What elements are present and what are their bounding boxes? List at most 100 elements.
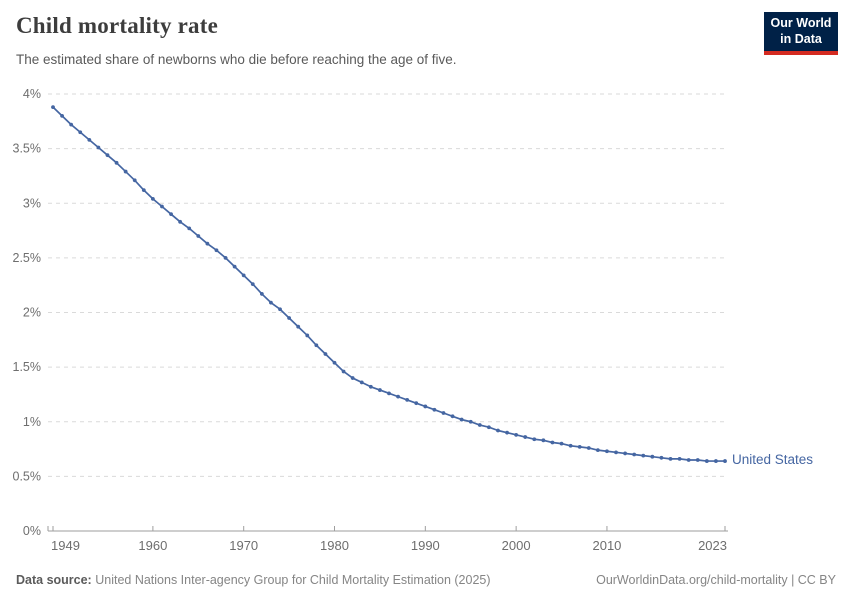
data-source-text: United Nations Inter-agency Group for Ch… (95, 573, 491, 587)
data-point[interactable] (532, 437, 537, 442)
data-point[interactable] (550, 440, 555, 445)
data-point[interactable] (477, 423, 482, 427)
x-tick-label: 2000 (502, 538, 531, 553)
data-point[interactable] (187, 226, 192, 231)
data-point[interactable] (704, 459, 709, 463)
data-point[interactable] (223, 255, 228, 260)
data-point[interactable] (96, 145, 101, 150)
data-point[interactable] (586, 446, 591, 450)
data-point[interactable] (51, 105, 55, 110)
data-point[interactable] (250, 282, 255, 286)
data-point[interactable] (514, 432, 519, 437)
series-label-united-states[interactable]: United States (732, 452, 814, 468)
footer-citation-link[interactable]: OurWorldinData.org/child-mortality | CC … (596, 573, 836, 587)
data-point[interactable] (577, 444, 582, 449)
data-point[interactable] (368, 384, 373, 389)
x-tick-label: 2023 (698, 538, 727, 553)
series-line[interactable] (52, 106, 725, 462)
data-point[interactable] (178, 219, 183, 224)
x-tick-label: 1960 (138, 538, 167, 553)
data-point[interactable] (650, 454, 655, 459)
data-point[interactable] (414, 401, 419, 406)
data-point[interactable] (378, 388, 382, 392)
page-title: Child mortality rate (16, 13, 219, 38)
data-point[interactable] (305, 333, 310, 338)
owid-logo-line1: Our World (770, 16, 832, 30)
data-point[interactable] (605, 449, 609, 454)
data-point[interactable] (677, 456, 682, 461)
data-point[interactable] (714, 459, 718, 463)
data-point[interactable] (323, 352, 328, 356)
data-point[interactable] (387, 391, 391, 396)
data-point[interactable] (632, 452, 637, 457)
data-point[interactable] (723, 459, 727, 463)
data-point[interactable] (160, 204, 164, 209)
data-point[interactable] (468, 419, 473, 424)
y-tick-label: 1% (23, 415, 41, 429)
data-point[interactable] (132, 178, 137, 183)
data-point[interactable] (69, 122, 74, 127)
x-tick-label: 1990 (411, 538, 440, 553)
y-tick-label: 4% (23, 87, 41, 101)
data-point[interactable] (686, 458, 691, 462)
data-point[interactable] (559, 441, 564, 446)
data-point[interactable] (595, 448, 600, 453)
data-point[interactable] (614, 450, 618, 455)
owid-logo: Our World in Data (764, 12, 838, 55)
data-point[interactable] (341, 369, 346, 374)
data-point[interactable] (496, 428, 500, 433)
data-point[interactable] (450, 414, 455, 419)
data-point[interactable] (196, 234, 201, 238)
y-tick-label: 2% (23, 306, 41, 320)
data-point[interactable] (314, 343, 319, 348)
data-point[interactable] (232, 264, 237, 269)
data-point[interactable] (241, 273, 246, 278)
data-point[interactable] (296, 324, 301, 329)
x-tick-label: 1970 (229, 538, 258, 553)
data-point[interactable] (259, 292, 264, 296)
data-point[interactable] (269, 300, 273, 305)
data-point[interactable] (359, 380, 364, 385)
data-point[interactable] (141, 188, 146, 193)
data-point[interactable] (78, 130, 83, 135)
data-point[interactable] (287, 316, 292, 320)
data-point[interactable] (695, 458, 700, 462)
data-point[interactable] (114, 160, 119, 165)
x-tick-label: 2010 (592, 538, 621, 553)
data-point[interactable] (396, 394, 400, 399)
y-tick-label: 3% (23, 196, 41, 210)
x-tick-label: 1949 (51, 538, 80, 553)
data-point[interactable] (205, 241, 210, 246)
data-point[interactable] (332, 360, 337, 365)
data-point[interactable] (459, 417, 464, 422)
y-tick-label: 1.5% (13, 360, 42, 374)
data-point[interactable] (87, 137, 92, 142)
data-point[interactable] (541, 438, 546, 443)
data-point[interactable] (169, 212, 173, 217)
data-point[interactable] (214, 248, 219, 253)
data-point[interactable] (659, 455, 664, 460)
data-point[interactable] (60, 113, 64, 118)
data-source-note: Data source: United Nations Inter-agency… (16, 573, 491, 587)
data-point[interactable] (641, 453, 646, 458)
data-point[interactable] (486, 425, 491, 430)
data-point[interactable] (432, 407, 437, 412)
data-point[interactable] (668, 456, 673, 461)
data-point[interactable] (278, 307, 282, 312)
data-point[interactable] (350, 376, 355, 380)
y-tick-label: 0.5% (13, 469, 42, 483)
data-point[interactable] (568, 443, 573, 448)
data-point[interactable] (441, 411, 446, 415)
data-source-label: Data source: (16, 573, 92, 587)
data-point[interactable] (505, 430, 509, 435)
data-point[interactable] (523, 435, 528, 439)
data-point[interactable] (123, 169, 128, 174)
data-point[interactable] (105, 153, 110, 158)
data-point[interactable] (623, 451, 628, 456)
y-tick-label: 0% (23, 524, 41, 538)
data-point[interactable] (150, 196, 155, 201)
data-point[interactable] (423, 404, 428, 409)
data-point[interactable] (405, 398, 410, 402)
